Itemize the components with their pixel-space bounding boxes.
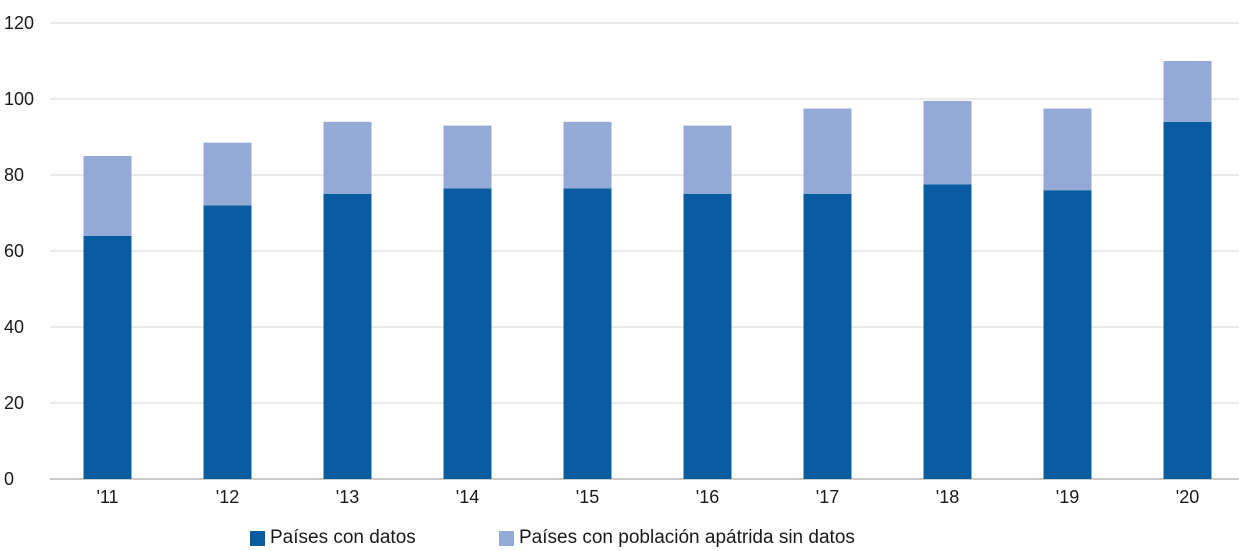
bar-paises-con-datos <box>803 194 852 479</box>
bar-paises-sin-datos <box>1043 108 1092 191</box>
legend: Países con datos Países con población ap… <box>0 527 1239 551</box>
legend-swatch-sin-datos <box>499 530 514 546</box>
legend-label-datos: Países con datos <box>270 527 416 548</box>
bar-paises-con-datos <box>1043 190 1092 479</box>
bar-paises-con-datos <box>203 205 252 479</box>
bars <box>83 61 1212 480</box>
bar-paises-sin-datos <box>803 108 852 194</box>
x-axis-ticks: '11 '12 '13 '14 '15 '16 '17 '18 '19 '20 <box>96 487 1199 507</box>
bar-paises-con-datos <box>83 235 132 479</box>
y-axis-ticks: 0 20 40 60 80 100 120 <box>4 13 34 489</box>
x-tick-label: '19 <box>1056 487 1079 507</box>
bar-paises-sin-datos <box>563 121 612 189</box>
bar-paises-con-datos <box>923 184 972 479</box>
bar-paises-con-datos <box>443 188 492 480</box>
y-tick-label: 0 <box>4 469 14 489</box>
legend-item-datos: Países con datos <box>250 527 416 549</box>
bar-paises-sin-datos <box>923 100 972 185</box>
y-tick-label: 60 <box>4 241 24 261</box>
bar-paises-con-datos <box>323 194 372 479</box>
y-tick-label: 80 <box>4 165 24 185</box>
y-tick-label: 20 <box>4 393 24 413</box>
legend-label-sin-datos: Países con población apátrida sin datos <box>519 527 855 548</box>
bar-paises-sin-datos <box>683 125 732 194</box>
y-tick-label: 40 <box>4 317 24 337</box>
x-tick-label: '13 <box>336 487 359 507</box>
x-tick-label: '14 <box>456 487 479 507</box>
x-tick-label: '18 <box>936 487 959 507</box>
bar-paises-sin-datos <box>1163 61 1212 122</box>
x-tick-label: '20 <box>1176 487 1199 507</box>
bar-paises-con-datos <box>563 188 612 480</box>
bar-paises-sin-datos <box>323 121 372 194</box>
legend-swatch-datos <box>250 530 265 546</box>
y-tick-label: 120 <box>4 13 34 33</box>
legend-item-sin-datos: Países con población apátrida sin datos <box>499 527 855 549</box>
x-tick-label: '17 <box>816 487 839 507</box>
bar-paises-con-datos <box>1163 121 1212 480</box>
x-tick-label: '16 <box>696 487 719 507</box>
y-tick-label: 100 <box>4 89 34 109</box>
bar-paises-con-datos <box>683 194 732 479</box>
bar-paises-sin-datos <box>443 125 492 189</box>
x-tick-label: '15 <box>576 487 599 507</box>
bar-paises-sin-datos <box>203 142 252 206</box>
x-tick-label: '12 <box>216 487 239 507</box>
bar-paises-sin-datos <box>83 156 132 236</box>
x-tick-label: '11 <box>96 487 118 507</box>
